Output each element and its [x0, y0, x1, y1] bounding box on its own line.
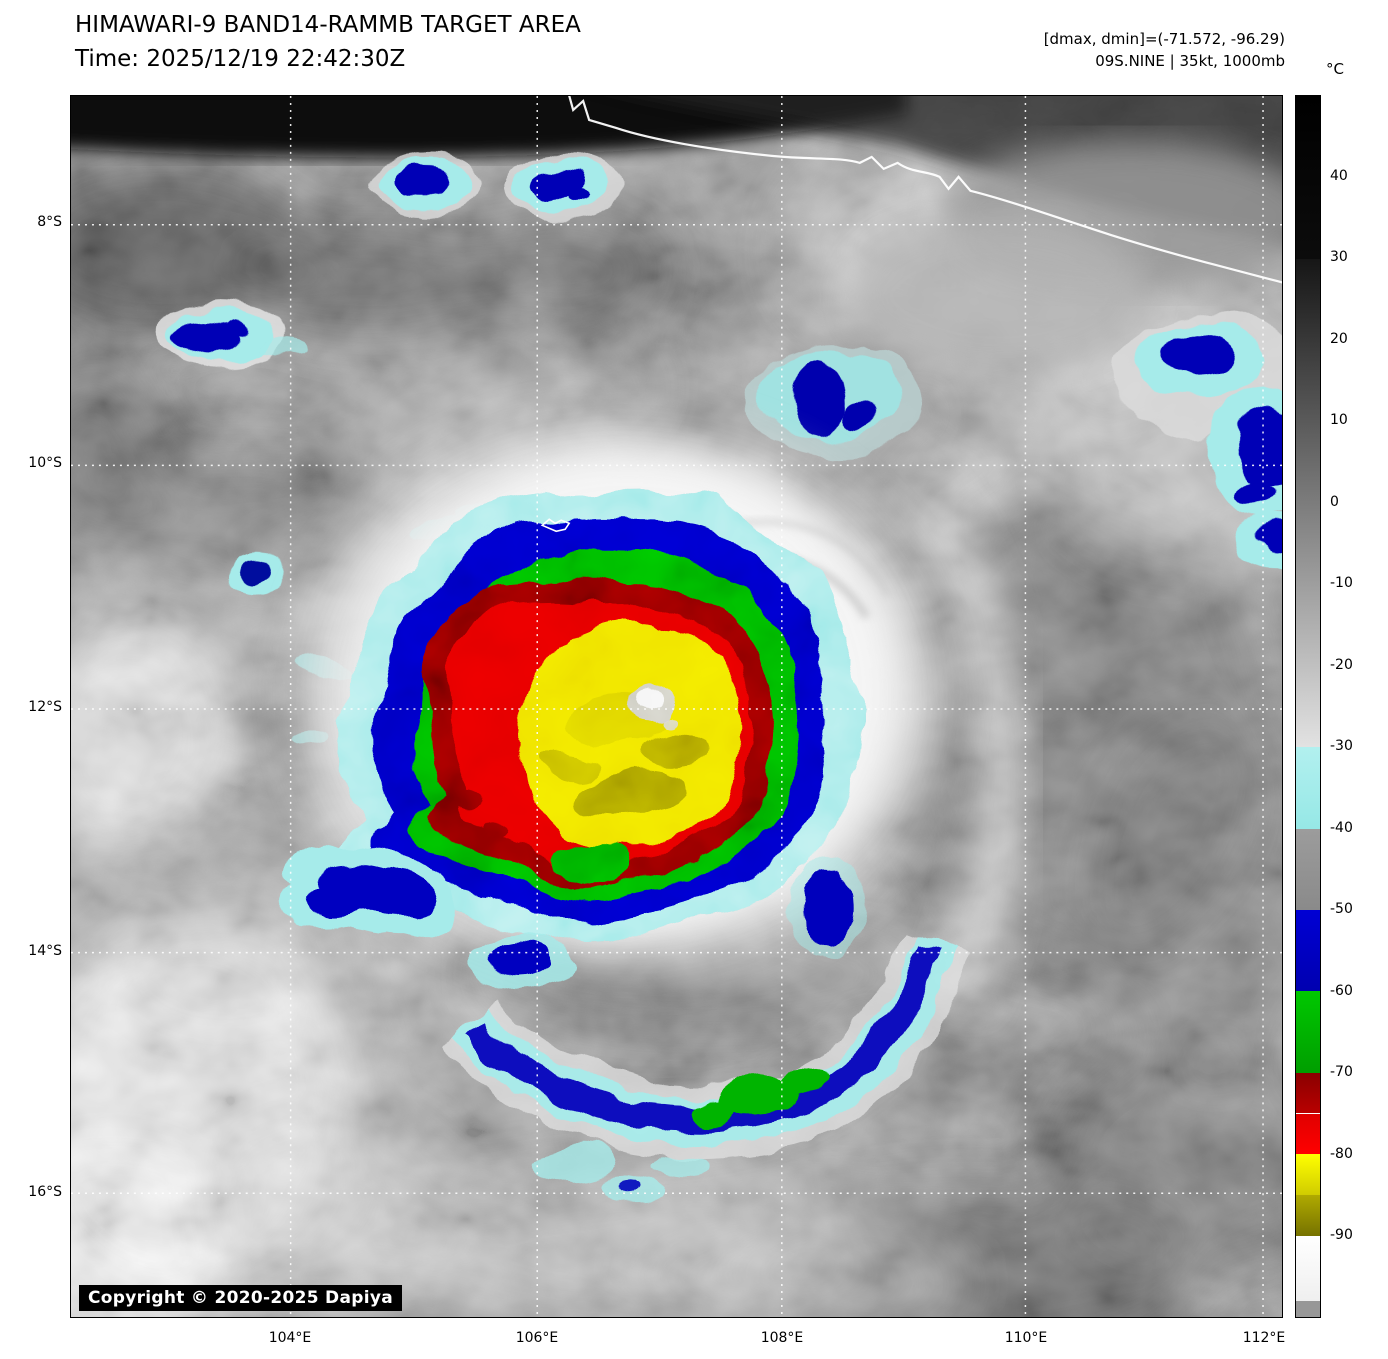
satellite-scene	[71, 96, 1282, 1317]
colorbar-segment	[1296, 1235, 1320, 1301]
timestamp: Time: 2025/12/19 22:42:30Z	[75, 46, 406, 72]
page-title: HIMAWARI-9 BAND14-RAMMB TARGET AREA	[75, 12, 581, 38]
colorbar	[1295, 95, 1321, 1318]
colorbar-tick-label: -60	[1330, 982, 1353, 999]
colorbar-segment	[1296, 828, 1320, 910]
lon-label-112e: 112°E	[1242, 1330, 1286, 1346]
colorbar-segment	[1296, 96, 1320, 259]
satellite-map: Copyright © 2020-2025 Dapiya	[70, 95, 1283, 1318]
dmax-dmin-readout: [dmax, dmin]=(-71.572, -96.29)	[1043, 30, 1285, 48]
southern-convective-band	[442, 854, 972, 1203]
colorbar-segment	[1296, 910, 1320, 992]
colorbar-gradient	[1296, 96, 1320, 1317]
land-sea-top	[71, 96, 1282, 376]
colorbar-segment	[1296, 747, 1320, 829]
colorbar-tick-label: 10	[1330, 412, 1348, 429]
lat-label-16s: 16°S	[28, 1184, 62, 1200]
colorbar-unit-label: °C	[1326, 60, 1344, 78]
colorbar-segment	[1296, 1194, 1320, 1236]
copyright-label: Copyright © 2020-2025 Dapiya	[79, 1285, 402, 1311]
colorbar-tick-label: -30	[1330, 738, 1353, 755]
coastline	[568, 96, 1282, 284]
lat-label-10s: 10°S	[28, 455, 62, 471]
lon-label-108e: 108°E	[760, 1330, 804, 1346]
colorbar-segment	[1296, 258, 1320, 748]
lon-label-110e: 110°E	[1004, 1330, 1048, 1346]
island-outline	[540, 518, 571, 533]
grid-lines	[71, 96, 1282, 1317]
colorbar-tick-label: 30	[1330, 249, 1348, 266]
lat-label-14s: 14°S	[28, 943, 62, 959]
lon-label-106e: 106°E	[515, 1330, 559, 1346]
southwest-arm	[279, 845, 575, 991]
colorbar-segment	[1296, 1113, 1320, 1155]
lat-label-8s: 8°S	[37, 214, 62, 230]
colorbar-tick-label: -50	[1330, 901, 1353, 918]
colorbar-tick-label: -70	[1330, 1064, 1353, 1081]
lat-label-12s: 12°S	[28, 699, 62, 715]
lon-label-104e: 104°E	[268, 1330, 312, 1346]
colorbar-tick-label: 0	[1330, 493, 1339, 510]
colorbar-tick-label: -90	[1330, 1227, 1353, 1244]
colorbar-segment	[1296, 1154, 1320, 1195]
colorbar-tick-label: -20	[1330, 656, 1353, 673]
colorbar-ticks: 40 30 20 10 0 -10 -20 -30 -40 -50 -60 -70 -80 -90	[1330, 95, 1384, 1318]
colorbar-segment	[1296, 991, 1320, 1073]
colorbar-tick-label: 40	[1330, 167, 1348, 184]
storm-core	[323, 490, 858, 942]
colorbar-tick-label: -40	[1330, 819, 1353, 836]
colorbar-tick-label: 20	[1330, 330, 1348, 347]
storm-info: 09S.NINE | 35kt, 1000mb	[1095, 52, 1285, 70]
colorbar-segment	[1296, 1072, 1320, 1114]
colorbar-segment	[1296, 1300, 1320, 1317]
colorbar-tick-label: -80	[1330, 1145, 1353, 1162]
colorbar-tick-label: -10	[1330, 575, 1353, 592]
